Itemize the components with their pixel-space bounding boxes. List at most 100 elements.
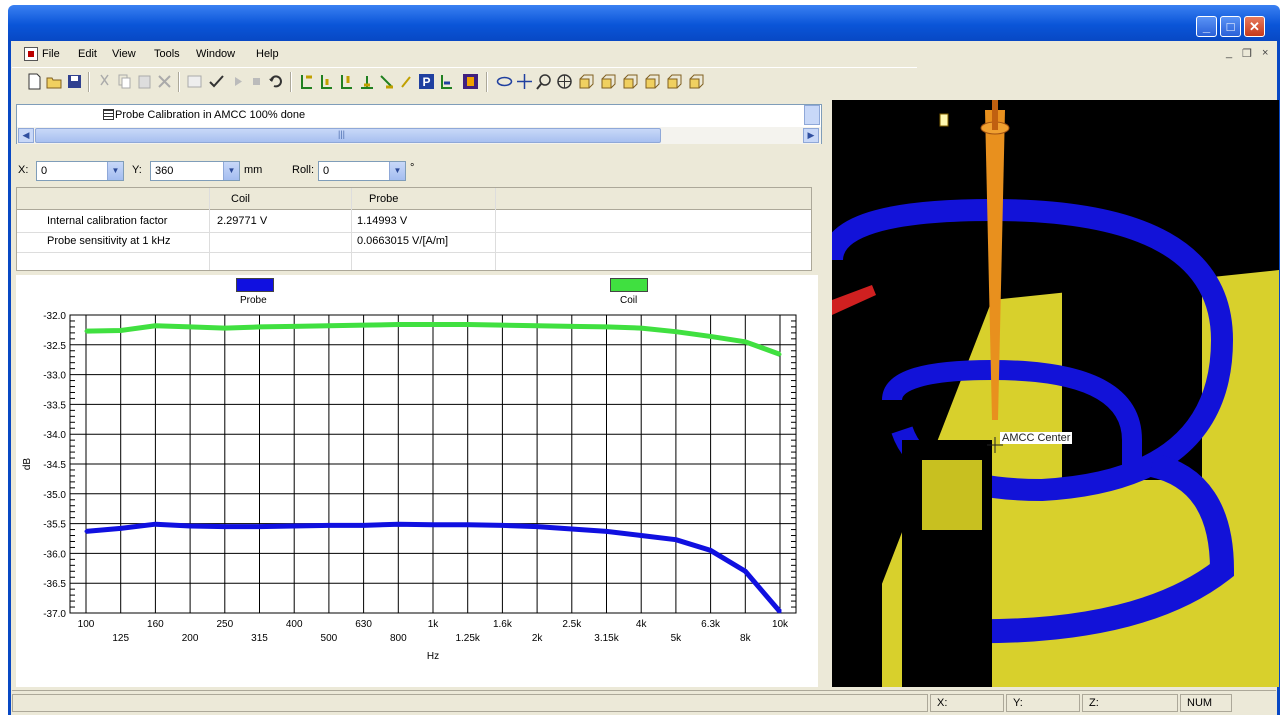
probe-sensitivity: 0.0663015 V/[A/m]	[357, 235, 449, 247]
roll-label: Roll:	[292, 164, 315, 176]
menu-view[interactable]: View	[112, 48, 136, 60]
x-position-select[interactable]: 0 ▼	[36, 161, 124, 181]
menu-window[interactable]: Window	[196, 48, 236, 60]
table-header	[17, 188, 811, 210]
x-position-value: 0	[41, 165, 48, 177]
zoom-icon[interactable]	[536, 73, 553, 90]
data-point-coil	[188, 325, 192, 329]
zoom-all-icon[interactable]	[556, 73, 573, 90]
mdi-close-button[interactable]: ×	[1262, 47, 1269, 59]
close-button[interactable]: ✕	[1244, 16, 1265, 37]
x-tick-label: 1k	[428, 619, 440, 630]
menu-file[interactable]: File	[42, 48, 60, 60]
probe-rotate-icon[interactable]	[398, 73, 415, 90]
data-point-coil	[535, 324, 539, 328]
y-tick-label: -32.0	[43, 311, 66, 322]
column-header-probe: Probe	[369, 193, 399, 205]
probe-move-down-icon[interactable]	[358, 73, 375, 90]
mdi-minimize-button[interactable]: _	[1226, 47, 1233, 59]
menu-tools[interactable]: Tools	[154, 48, 180, 60]
data-point-coil	[431, 323, 435, 327]
y-position-select[interactable]: 360 ▼	[150, 161, 240, 181]
roll-select[interactable]: 0 ▼	[318, 161, 406, 181]
probe-move-icon[interactable]	[338, 73, 355, 90]
copy-icon[interactable]	[116, 73, 133, 90]
x-tick-label: 200	[182, 633, 199, 644]
probe-align-icon[interactable]	[298, 73, 315, 90]
x-tick-label: 6.3k	[701, 619, 721, 630]
view-right-icon[interactable]	[644, 73, 661, 90]
minimize-button[interactable]: _	[1196, 16, 1217, 37]
undo-icon[interactable]	[268, 73, 285, 90]
data-point-coil	[327, 324, 331, 328]
y-label: Y:	[132, 164, 142, 176]
scroll-right-arrow-icon[interactable]: ▶	[803, 128, 819, 143]
properties-icon[interactable]	[186, 73, 203, 90]
cut-icon[interactable]	[96, 73, 113, 90]
new-document-icon[interactable]	[26, 73, 43, 90]
data-point-probe	[500, 523, 504, 527]
delete-icon[interactable]	[156, 73, 173, 90]
probe-move-up-icon[interactable]	[318, 73, 335, 90]
scroll-thumb[interactable]: |||	[35, 128, 661, 143]
data-point-coil	[743, 340, 747, 344]
data-point-probe	[258, 525, 261, 529]
y-tick-label: -34.5	[43, 460, 66, 471]
lower-ring	[931, 453, 1235, 644]
x-tick-label: 3.15k	[594, 633, 619, 644]
status-num: NUM	[1180, 694, 1232, 712]
view-left-icon[interactable]	[622, 73, 639, 90]
view-front-icon[interactable]	[578, 73, 595, 90]
x-tick-label: 800	[390, 633, 407, 644]
open-folder-icon[interactable]	[46, 73, 63, 90]
rotate-view-icon[interactable]	[496, 73, 513, 90]
menu-help[interactable]: Help	[256, 48, 279, 60]
tree-horizontal-scrollbar[interactable]: ◀ ||| ▶	[17, 127, 821, 144]
data-point-coil	[778, 352, 782, 356]
x-tick-label: 160	[147, 619, 164, 630]
chevron-down-icon[interactable]: ▼	[223, 162, 239, 180]
mdi-restore-button[interactable]: ❐	[1242, 48, 1252, 60]
play-icon[interactable]	[230, 73, 247, 90]
data-point-coil	[466, 323, 470, 327]
x-label: X:	[18, 164, 29, 176]
data-point-coil	[153, 324, 157, 328]
menu-edit[interactable]: Edit	[78, 48, 97, 60]
probe-settings-icon[interactable]	[438, 73, 455, 90]
scroll-left-arrow-icon[interactable]: ◀	[18, 128, 34, 143]
check-icon[interactable]	[208, 73, 225, 90]
document-menu-icon[interactable]	[24, 47, 38, 61]
amcc-center-label: AMCC Center	[1000, 432, 1073, 444]
y-tick-label: -34.0	[43, 430, 66, 441]
data-point-probe	[153, 522, 157, 526]
tree-item-probe-calibration[interactable]: Probe Calibration in AMCC 100% done	[115, 109, 306, 121]
pan-icon[interactable]	[516, 73, 533, 90]
x-tick-label: 400	[286, 619, 303, 630]
status-z: Z:	[1082, 694, 1178, 712]
chevron-down-icon[interactable]: ▼	[389, 162, 405, 180]
y-position-value: 360	[155, 165, 174, 177]
data-point-coil	[258, 325, 261, 329]
x-tick-label: 10k	[772, 619, 789, 630]
view-bottom-icon[interactable]	[688, 73, 705, 90]
stop-icon[interactable]	[248, 73, 265, 90]
maximize-button[interactable]: □	[1220, 16, 1241, 37]
tree-vertical-scrollbar[interactable]	[804, 105, 820, 125]
x-tick-label: 250	[216, 619, 233, 630]
chevron-down-icon[interactable]: ▼	[107, 162, 123, 180]
view-back-icon[interactable]	[600, 73, 617, 90]
y-tick-label: -36.0	[43, 549, 66, 560]
data-point-coil	[362, 323, 366, 327]
record-icon[interactable]	[462, 73, 479, 90]
probe-tilt-icon[interactable]	[378, 73, 395, 90]
view-top-icon[interactable]	[666, 73, 683, 90]
task-tree: Probe Calibration in AMCC 100% done ◀ ||…	[16, 104, 822, 144]
save-icon[interactable]	[66, 73, 83, 90]
data-point-probe	[223, 525, 227, 529]
y-tick-label: -33.5	[43, 400, 66, 411]
3d-view[interactable]: AMCC Center	[832, 100, 1279, 687]
data-point-coil	[570, 324, 574, 328]
paste-icon[interactable]	[136, 73, 153, 90]
inner-ring	[882, 359, 1142, 480]
parking-icon[interactable]: P	[418, 73, 435, 90]
